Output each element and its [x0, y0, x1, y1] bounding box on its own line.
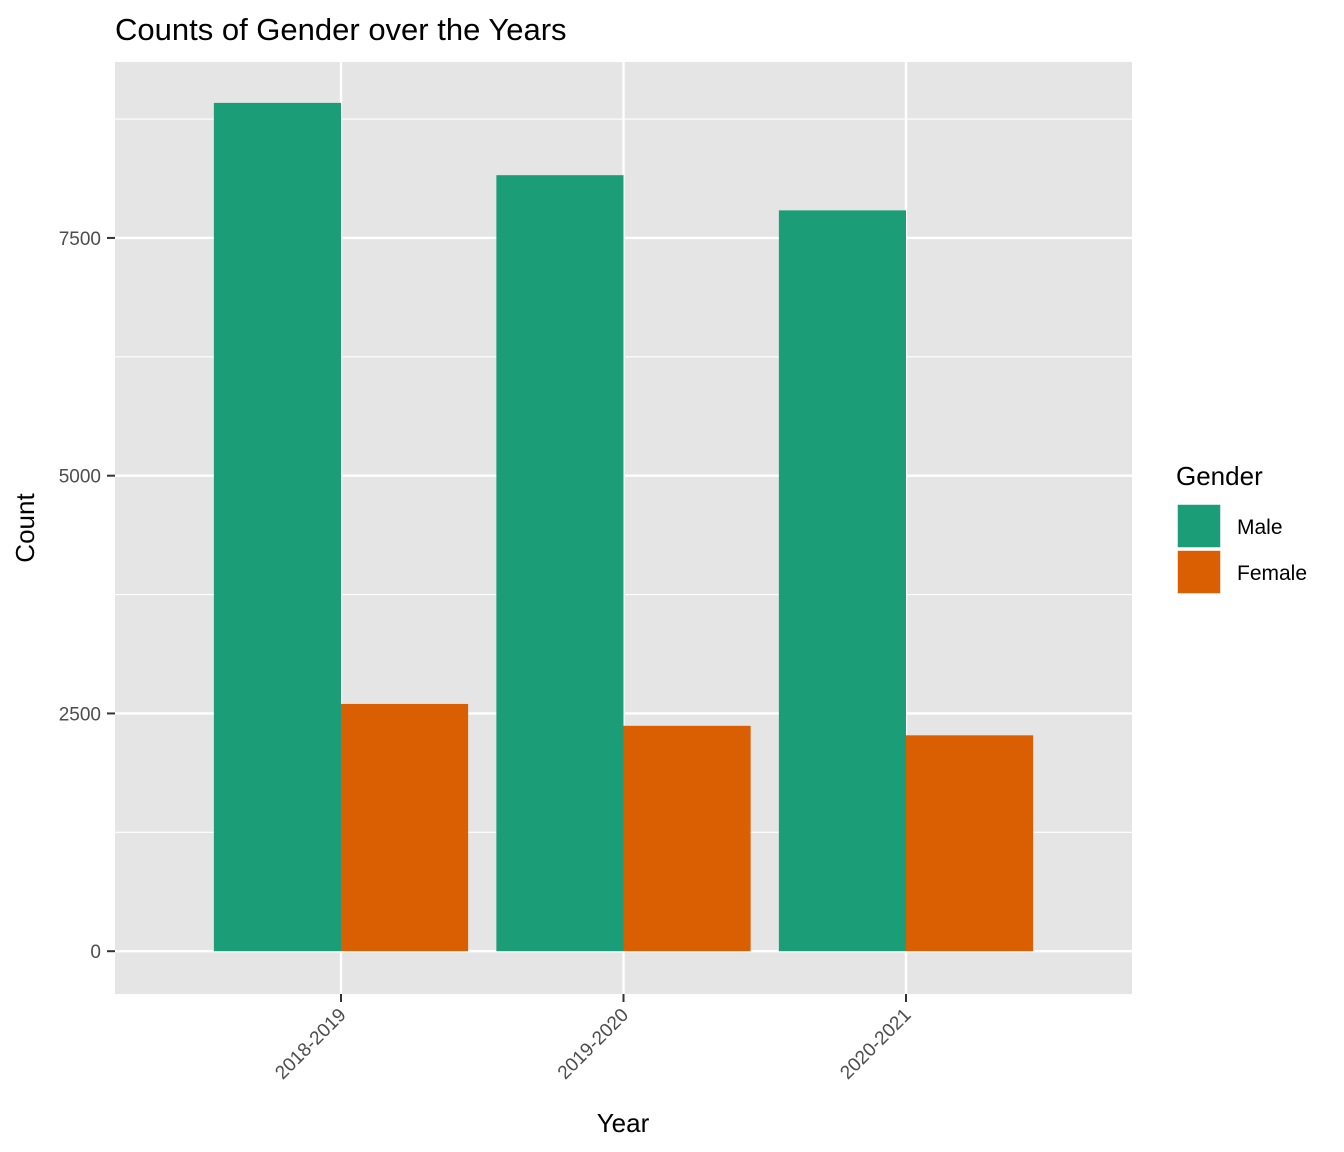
- legend: Gender Male Female: [1176, 461, 1307, 595]
- y-axis: 0 2500 5000 7500: [59, 229, 115, 963]
- bar-male-2019-2020: [496, 175, 624, 952]
- chart-title: Counts of Gender over the Years: [115, 12, 567, 47]
- x-axis: 2018-2019 2019-2020 2020-2021: [271, 994, 916, 1084]
- legend-key-male: [1176, 503, 1222, 549]
- legend-key-female: [1176, 549, 1222, 595]
- bar-female-2018-2019: [341, 703, 469, 952]
- x-tick-label: 2018-2019: [271, 1005, 350, 1084]
- bar-male-2020-2021: [778, 210, 906, 952]
- x-tick-label: 2020-2021: [836, 1005, 915, 1084]
- bar-female-2019-2020: [623, 725, 751, 952]
- y-tick-label: 7500: [59, 229, 101, 250]
- legend-label-female: Female: [1237, 562, 1307, 585]
- bars: [213, 102, 1034, 952]
- legend-label-male: Male: [1237, 516, 1283, 539]
- x-tick-label: 2019-2020: [554, 1005, 633, 1084]
- y-axis-title: Count: [10, 493, 40, 563]
- legend-title: Gender: [1176, 461, 1263, 491]
- x-axis-title: Year: [597, 1108, 650, 1138]
- y-tick-label: 0: [90, 942, 101, 963]
- bar-female-2020-2021: [906, 735, 1034, 952]
- legend-items: Male Female: [1176, 503, 1307, 595]
- y-tick-label: 5000: [59, 467, 101, 488]
- y-tick-label: 2500: [59, 704, 101, 725]
- bar-male-2018-2019: [213, 102, 341, 952]
